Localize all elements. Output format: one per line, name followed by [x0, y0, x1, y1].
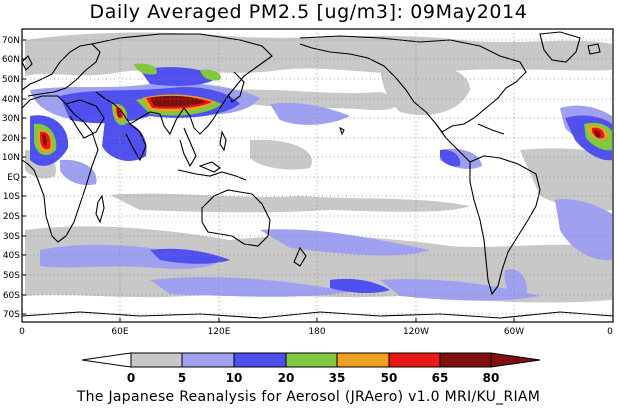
lat-label: 60S	[3, 291, 20, 301]
lon-label: 0	[607, 327, 613, 337]
lat-label: 10N	[2, 153, 20, 163]
axis-ticks	[22, 39, 515, 322]
lon-label: 120E	[208, 327, 231, 337]
map-title: Daily Averaged PM2.5 [ug/m3]: 09May2014	[89, 1, 528, 23]
coastlines	[21, 31, 614, 319]
colorbar-label: 20	[278, 371, 295, 385]
lat-label: 40S	[3, 251, 20, 261]
lat-label: EQ	[7, 173, 20, 183]
colorbar-segment	[233, 352, 287, 368]
colorbar-segment	[130, 352, 183, 368]
colorbar-segment	[181, 352, 235, 368]
lat-label: 40N	[2, 95, 20, 105]
colorbar-label: 0	[127, 371, 135, 385]
lon-label: 0	[19, 327, 25, 337]
longitude-labels: 0 60E 120E 180 120W 60W 0	[19, 327, 613, 337]
grid-lines	[22, 29, 613, 322]
lat-label: 20S	[3, 212, 20, 222]
lat-label: 30S	[3, 232, 20, 242]
lon-label: 60W	[504, 327, 524, 337]
colorbar-segment	[388, 352, 441, 368]
footer-credit: The Japanese Reanalysis for Aerosol (JRA…	[76, 389, 541, 405]
colorbar-segment	[285, 352, 338, 368]
colorbar-segment	[81, 352, 132, 368]
lat-label: 70S	[3, 310, 20, 320]
colorbar	[81, 352, 541, 368]
lat-label: 50N	[2, 75, 20, 85]
lon-label: 60E	[111, 327, 128, 337]
colorbar-segment	[490, 352, 541, 368]
colorbar-label: 80	[483, 371, 500, 385]
colorbar-label: 65	[432, 371, 449, 385]
colorbar-segment	[336, 352, 390, 368]
latitude-labels: 70N 60N 50N 40N 30N 20N 10N EQ 10S 20S 3…	[2, 36, 20, 320]
colorbar-label: 10	[226, 371, 243, 385]
colorbar-segment	[439, 352, 492, 368]
lat-label: 10S	[3, 192, 20, 202]
lon-label: 120W	[403, 327, 429, 337]
colorbar-label: 35	[329, 371, 346, 385]
lat-label: 30N	[2, 114, 20, 124]
lat-label: 50S	[3, 271, 20, 281]
colorbar-label: 50	[381, 371, 398, 385]
colorbar-label: 5	[178, 371, 186, 385]
lat-label: 70N	[2, 36, 20, 46]
colorbar-labels: 0 5 10 20 35 50 65 80	[127, 371, 500, 385]
lat-label: 20N	[2, 134, 20, 144]
lon-label: 180	[308, 327, 325, 337]
lat-label: 60N	[2, 55, 20, 65]
